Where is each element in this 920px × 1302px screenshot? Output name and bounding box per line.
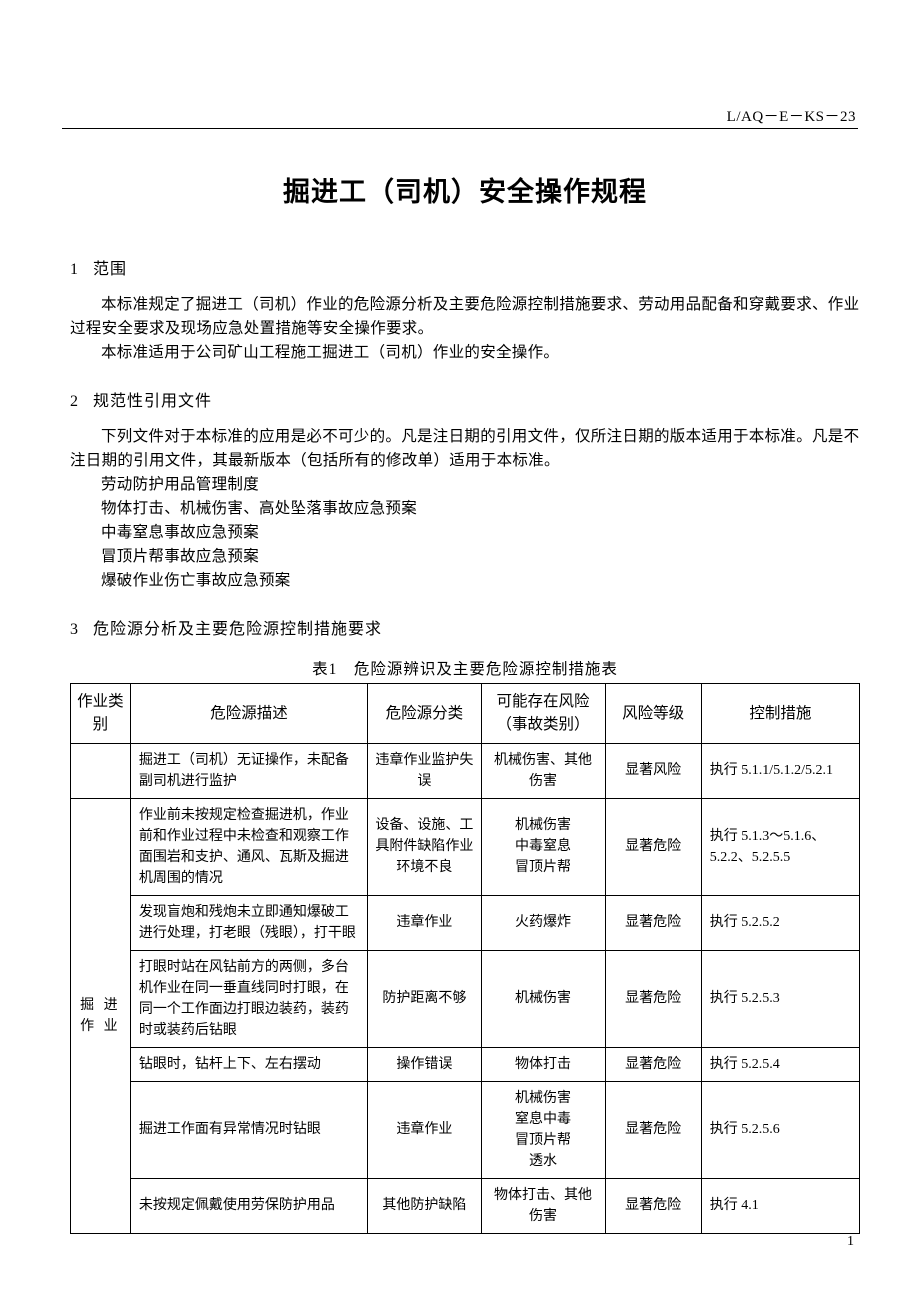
cell-desc: 掘进工（司机）无证操作，未配备副司机进行监护 [130,743,367,798]
cell-ctrl: 执行 5.1.1/5.1.2/5.2.1 [701,743,859,798]
table-row: 掘进工（司机）无证操作，未配备副司机进行监护 违章作业监护失误 机械伤害、其他伤… [71,743,860,798]
th-risk-text: 可能存在风险（事故类别） [497,693,590,733]
cell-desc: 掘进工作面有异常情况时钻眼 [130,1081,367,1178]
cell-desc: 打眼时站在风钻前方的两侧，多台机作业在同一垂直线同时打眼，在同一个工作面边打眼边… [130,950,367,1047]
cell-cat: 设备、设施、工具附件缺陷作业环境不良 [368,798,481,895]
table-row: 掘进工作面有异常情况时钻眼 违章作业 机械伤害窒息中毒冒顶片帮透水 显著危险 执… [71,1081,860,1178]
th-class-text: 危险源分类 [386,705,464,722]
cell-risk: 机械伤害中毒窒息冒顶片帮 [481,798,605,895]
cell-ctrl: 执行 5.2.5.4 [701,1047,859,1081]
th-ctrl: 控制措施 [701,684,859,744]
cell-risk: 物体打击 [481,1047,605,1081]
section-2-title: 规范性引用文件 [93,393,212,410]
table-row: 钻眼时，钻杆上下、左右摆动 操作错误 物体打击 显著危险 执行 5.2.5.4 [71,1047,860,1081]
document-code: L/AQ－E－KS－23 [727,105,856,126]
section-1-number: 1 [70,261,79,278]
th-desc: 危险源描述 [130,684,367,744]
section-1-paragraph-2: 本标准适用于公司矿山工程施工掘进工（司机）作业的安全操作。 [70,341,860,365]
th-category-text: 作业类别 [77,693,124,733]
cell-desc: 作业前未按规定检查掘进机，作业前和作业过程中未检查和观察工作面围岩和支护、通风、… [130,798,367,895]
cell-level: 显著危险 [605,1081,701,1178]
cell-cat: 操作错误 [368,1047,481,1081]
cell-desc: 未按规定佩戴使用劳保防护用品 [130,1178,367,1233]
hazard-table: 作业类别 危险源描述 危险源分类 可能存在风险（事故类别） 风险等级 控制措施 … [70,683,860,1234]
th-category: 作业类别 [71,684,131,744]
cell-risk: 机械伤害 [481,950,605,1047]
section-1-title: 范围 [93,261,127,278]
section-2-ref-1: 劳动防护用品管理制度 [70,473,860,497]
section-2-ref-5: 爆破作业伤亡事故应急预案 [70,569,860,593]
cell-cat: 其他防护缺陷 [368,1178,481,1233]
cell-level: 显著风险 [605,743,701,798]
table-row: 打眼时站在风钻前方的两侧，多台机作业在同一垂直线同时打眼，在同一个工作面边打眼边… [71,950,860,1047]
cell-cat: 违章作业 [368,1081,481,1178]
cell-ctrl: 执行 4.1 [701,1178,859,1233]
section-3-heading: 3 危险源分析及主要危险源控制措施要求 [70,615,860,639]
th-class: 危险源分类 [368,684,481,744]
section-1-paragraph-1: 本标准规定了掘进工（司机）作业的危险源分析及主要危险源控制措施要求、劳动用品配备… [70,293,860,341]
cell-level: 显著危险 [605,1178,701,1233]
document-page: L/AQ－E－KS－23 掘进工（司机）安全操作规程 1 范围 本标准规定了掘进工… [0,0,920,1302]
cell-category-group: 掘 进作 业 [71,798,131,1233]
cell-level: 显著危险 [605,1047,701,1081]
section-2-ref-4: 冒顶片帮事故应急预案 [70,545,860,569]
cell-ctrl: 执行 5.2.5.2 [701,895,859,950]
section-2-ref-3: 中毒窒息事故应急预案 [70,521,860,545]
cell-level: 显著危险 [605,950,701,1047]
cell-ctrl: 执行 5.2.5.3 [701,950,859,1047]
cell-risk: 机械伤害窒息中毒冒顶片帮透水 [481,1081,605,1178]
cell-category-empty [71,743,131,798]
table-1-caption: 表1 危险源辨识及主要危险源控制措施表 [70,657,860,679]
cell-desc: 发现盲炮和残炮未立即通知爆破工进行处理，打老眼（残眼），打干眼 [130,895,367,950]
section-2-paragraph-1: 下列文件对于本标准的应用是必不可少的。凡是注日期的引用文件，仅所注日期的版本适用… [70,425,860,473]
page-number: 1 [847,1234,854,1250]
cell-cat: 违章作业监护失误 [368,743,481,798]
cell-ctrl: 执行 5.2.5.6 [701,1081,859,1178]
table-row: 发现盲炮和残炮未立即通知爆破工进行处理，打老眼（残眼），打干眼 违章作业 火药爆… [71,895,860,950]
document-title: 掘进工（司机）安全操作规程 [70,170,860,209]
cell-risk: 火药爆炸 [481,895,605,950]
section-3-title: 危险源分析及主要危险源控制措施要求 [93,621,382,638]
cell-level: 显著危险 [605,895,701,950]
cell-ctrl: 执行 5.1.3～5.1.6、5.2.2、5.2.5.5 [701,798,859,895]
cell-cat: 违章作业 [368,895,481,950]
header-divider [62,128,858,129]
cell-desc: 钻眼时，钻杆上下、左右摆动 [130,1047,367,1081]
section-2-number: 2 [70,393,79,410]
cell-cat: 防护距离不够 [368,950,481,1047]
cell-risk: 机械伤害、其他伤害 [481,743,605,798]
table-row: 未按规定佩戴使用劳保防护用品 其他防护缺陷 物体打击、其他伤害 显著危险 执行 … [71,1178,860,1233]
th-level: 风险等级 [605,684,701,744]
section-1-heading: 1 范围 [70,255,860,279]
section-2-ref-2: 物体打击、机械伤害、高处坠落事故应急预案 [70,497,860,521]
cell-risk: 物体打击、其他伤害 [481,1178,605,1233]
section-2-heading: 2 规范性引用文件 [70,387,860,411]
table-row: 掘 进作 业 作业前未按规定检查掘进机，作业前和作业过程中未检查和观察工作面围岩… [71,798,860,895]
section-3-number: 3 [70,621,79,638]
th-risk: 可能存在风险（事故类别） [481,684,605,744]
table-header-row: 作业类别 危险源描述 危险源分类 可能存在风险（事故类别） 风险等级 控制措施 [71,684,860,744]
cell-level: 显著危险 [605,798,701,895]
